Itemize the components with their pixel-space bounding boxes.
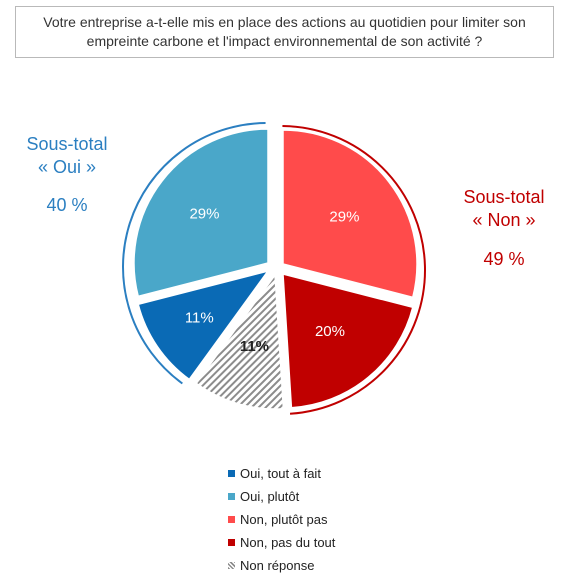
pie-slice-4 xyxy=(137,269,270,381)
legend-item: Non réponse xyxy=(228,554,335,577)
legend-swatch xyxy=(228,562,235,569)
legend-label: Oui, tout à fait xyxy=(240,466,321,481)
pie-label-3: 11% xyxy=(240,338,269,355)
question-text: Votre entreprise a-t-elle mis en place d… xyxy=(43,14,526,49)
chart-legend: Oui, tout à fait Oui, plutôt Non, plutôt p… xyxy=(228,462,335,577)
subtotal-oui-line2: « Oui » xyxy=(37,157,97,177)
pie-slice-1 xyxy=(282,129,418,299)
subtotal-oui: Sous-total « Oui » 40 % xyxy=(2,133,132,217)
legend-label: Non réponse xyxy=(240,558,315,573)
subtotal-oui-line1: Sous-total xyxy=(26,134,108,154)
legend-swatch xyxy=(228,539,235,546)
pie-label-1: 29% xyxy=(329,208,359,225)
pie-slice-2 xyxy=(282,273,414,409)
legend-swatch xyxy=(228,470,235,477)
subtotal-oui-percent: 40 % xyxy=(46,195,88,215)
legend-item: Non, pas du tout xyxy=(228,531,335,554)
pie-label-2: 20% xyxy=(315,323,345,340)
legend-item: Non, plutôt pas xyxy=(228,508,335,531)
subtotal-non-percent: 49 % xyxy=(483,249,525,269)
legend-swatch xyxy=(228,493,235,500)
bracket-non xyxy=(282,125,427,415)
subtotal-non-line1: Sous-total xyxy=(463,187,545,207)
legend-item: Oui, tout à fait xyxy=(228,462,335,485)
legend-label: Non, pas du tout xyxy=(240,535,336,550)
legend-label: Non, plutôt pas xyxy=(240,512,328,527)
legend-swatch xyxy=(228,516,235,523)
subtotal-non-line2: « Non » xyxy=(472,210,536,230)
pie-label-5: 29% xyxy=(189,206,219,223)
subtotal-non: Sous-total « Non » 49 % xyxy=(438,186,570,271)
legend-label: Oui, plutôt xyxy=(240,489,300,504)
pie-slice-5 xyxy=(133,128,269,298)
pie-slice-3 xyxy=(195,272,285,410)
bracket-oui xyxy=(122,122,266,385)
question-box: Votre entreprise a-t-elle mis en place d… xyxy=(15,6,554,58)
legend-item: Oui, plutôt xyxy=(228,485,335,508)
pie-label-4: 11% xyxy=(185,310,214,327)
